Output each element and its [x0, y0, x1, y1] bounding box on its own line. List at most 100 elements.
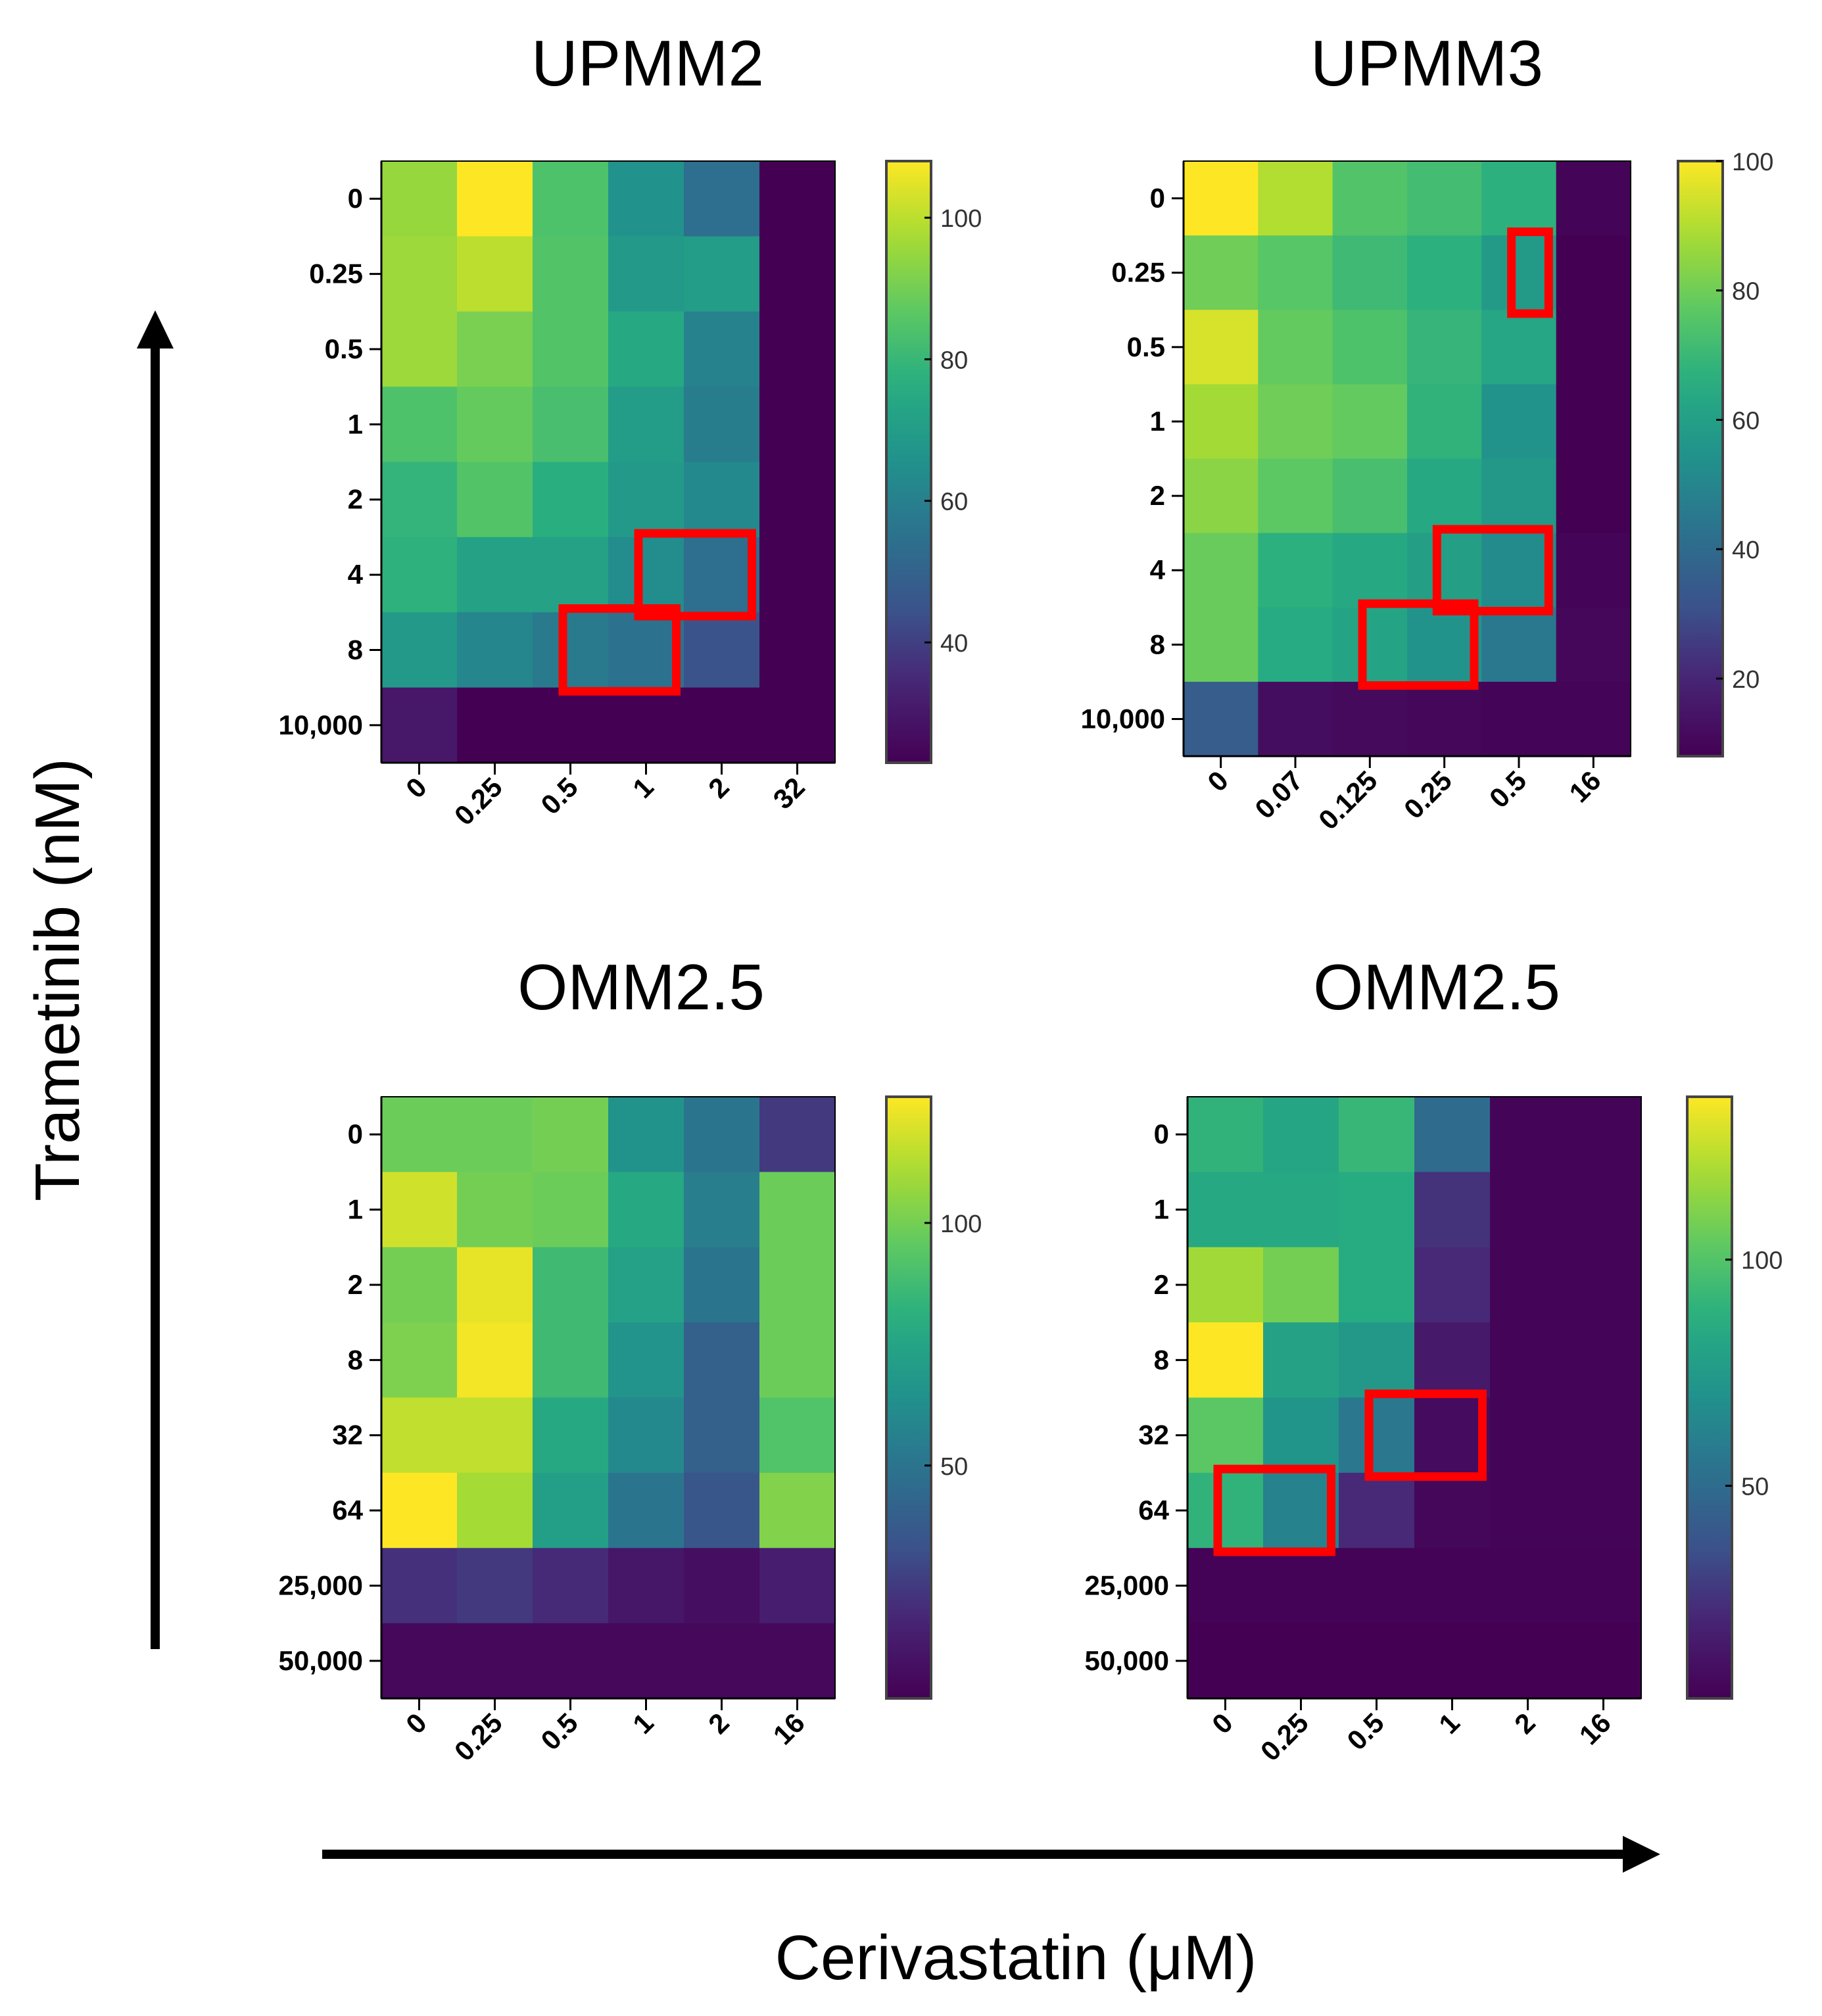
heatmap-cell [1184, 681, 1259, 757]
heatmap-cell [381, 1322, 458, 1399]
heatmap-cell [1187, 1472, 1264, 1548]
heatmap-cell [1481, 161, 1557, 236]
heatmap-cell [759, 612, 836, 688]
heatmap-cell [759, 1623, 836, 1699]
heatmap-cell [684, 612, 760, 688]
heatmap-cell [1414, 1172, 1491, 1248]
x-tick-label: 0.125 [1312, 765, 1383, 836]
x-tick-label: 1 [1433, 1707, 1466, 1740]
colorbar [885, 1095, 932, 1700]
heatmap-cell [381, 1472, 458, 1548]
heatmap-cell [1184, 384, 1259, 460]
heatmap-cell [1263, 1172, 1339, 1248]
heatmap-cell [533, 387, 609, 463]
y-axis-arrowhead [137, 310, 174, 348]
heatmap-cell [1339, 1472, 1415, 1548]
heatmap-cell [533, 537, 609, 613]
x-tick-label: 0 [400, 1707, 433, 1740]
y-tick-label: 50,000 [279, 1645, 363, 1676]
x-tick-label: 0 [1201, 765, 1234, 798]
heatmap-cell [1187, 1548, 1264, 1624]
heatmap-cell [381, 1247, 458, 1323]
heatmap-cell [1263, 1623, 1339, 1699]
colorbar-tick-label: 80 [940, 347, 968, 374]
heatmap-cell [1339, 1623, 1415, 1699]
heatmap-cell [608, 387, 684, 463]
heatmap-cell [1258, 310, 1333, 385]
x-tick-label: 0.07 [1249, 765, 1308, 825]
heatmap-cell [1184, 161, 1259, 236]
heatmap-cell [1339, 1397, 1415, 1474]
heatmap-cell [684, 1623, 760, 1699]
heatmap-cell [457, 1172, 533, 1248]
colorbar-tick-label: 20 [1732, 666, 1760, 694]
y-tick-label: 10,000 [279, 709, 363, 740]
x-tick-label: 0.25 [1398, 765, 1458, 825]
highlight-box [1507, 227, 1553, 318]
highlight-box [1358, 599, 1479, 690]
heatmap-cell [759, 1548, 836, 1624]
heatmap-cell [1263, 1097, 1339, 1172]
y-tick-label: 32 [332, 1420, 363, 1451]
heatmap-cell [759, 387, 836, 463]
heatmap-cell [1407, 161, 1482, 236]
heatmap-cell [759, 1322, 836, 1399]
heatmap-cell [608, 1472, 684, 1548]
colorbar-tick-label: 50 [940, 1453, 968, 1481]
heatmap-cell [1407, 310, 1482, 385]
heatmap-cell [457, 1322, 533, 1399]
heatmap-cell [381, 1397, 458, 1474]
heatmap-cell [533, 687, 609, 763]
y-tick-label: 4 [1150, 554, 1166, 585]
heatmap-cell [759, 687, 836, 763]
heatmap-cell [759, 1397, 836, 1474]
heatmap-cell [1332, 310, 1408, 385]
y-tick-label: 0.25 [1111, 257, 1165, 288]
heatmap-cell [608, 161, 684, 237]
y-tick-label: 2 [1154, 1269, 1169, 1300]
heatmap-cell [1258, 533, 1333, 608]
heatmap-cell [1556, 681, 1631, 757]
heatmap-cell [1258, 458, 1333, 534]
heatmap-cell [457, 687, 533, 763]
heatmap-cell [1556, 235, 1631, 310]
heatmap-cell [1263, 1548, 1339, 1624]
y-tick-label: 0.5 [1127, 331, 1165, 362]
y-axis-label: Trametinib (nM) [22, 758, 93, 1201]
x-tick-label: 2 [702, 1707, 735, 1740]
heatmap-cell [1566, 1397, 1642, 1474]
y-tick-label: 64 [1138, 1495, 1169, 1525]
heatmap-cell [1339, 1548, 1415, 1624]
heatmap-cell [1566, 1548, 1642, 1624]
colorbar-tick-label: 100 [1741, 1247, 1783, 1275]
x-axis-arrowhead [1623, 1836, 1660, 1873]
heatmap-cell [381, 537, 458, 613]
colorbar-tick-label: 100 [1732, 149, 1773, 176]
heatmap-cell [1258, 607, 1333, 683]
heatmap-cell [457, 161, 533, 237]
heatmap-cell [759, 1097, 836, 1172]
heatmap-cell [457, 1472, 533, 1548]
heatmap-cell [684, 1322, 760, 1399]
heatmap-cell [1481, 533, 1557, 608]
y-tick-label: 2 [1150, 480, 1165, 511]
heatmap-cell [1187, 1172, 1264, 1248]
panel-title: OMM2.5 [517, 951, 765, 1023]
heatmap-cell [1566, 1097, 1642, 1172]
heatmap-cell [608, 612, 684, 688]
heatmap-cell [1556, 458, 1631, 534]
heatmap-cell [1556, 310, 1631, 385]
heatmap-cell [533, 1322, 609, 1399]
y-tick-label: 10,000 [1081, 703, 1165, 734]
x-tick-label: 32 [767, 771, 811, 815]
heatmap-cell [1258, 681, 1333, 757]
heatmap-cell [1407, 458, 1482, 534]
x-tick-label: 0.25 [448, 1707, 508, 1767]
heatmap-cell [608, 687, 684, 763]
x-tick-label: 0.25 [1255, 1707, 1314, 1767]
heatmap-cell [684, 1097, 760, 1172]
heatmap-cell [608, 1247, 684, 1323]
colorbar-tick-label: 80 [1732, 278, 1760, 306]
heatmap-cell [1556, 607, 1631, 683]
heatmap-cell [1332, 235, 1408, 310]
